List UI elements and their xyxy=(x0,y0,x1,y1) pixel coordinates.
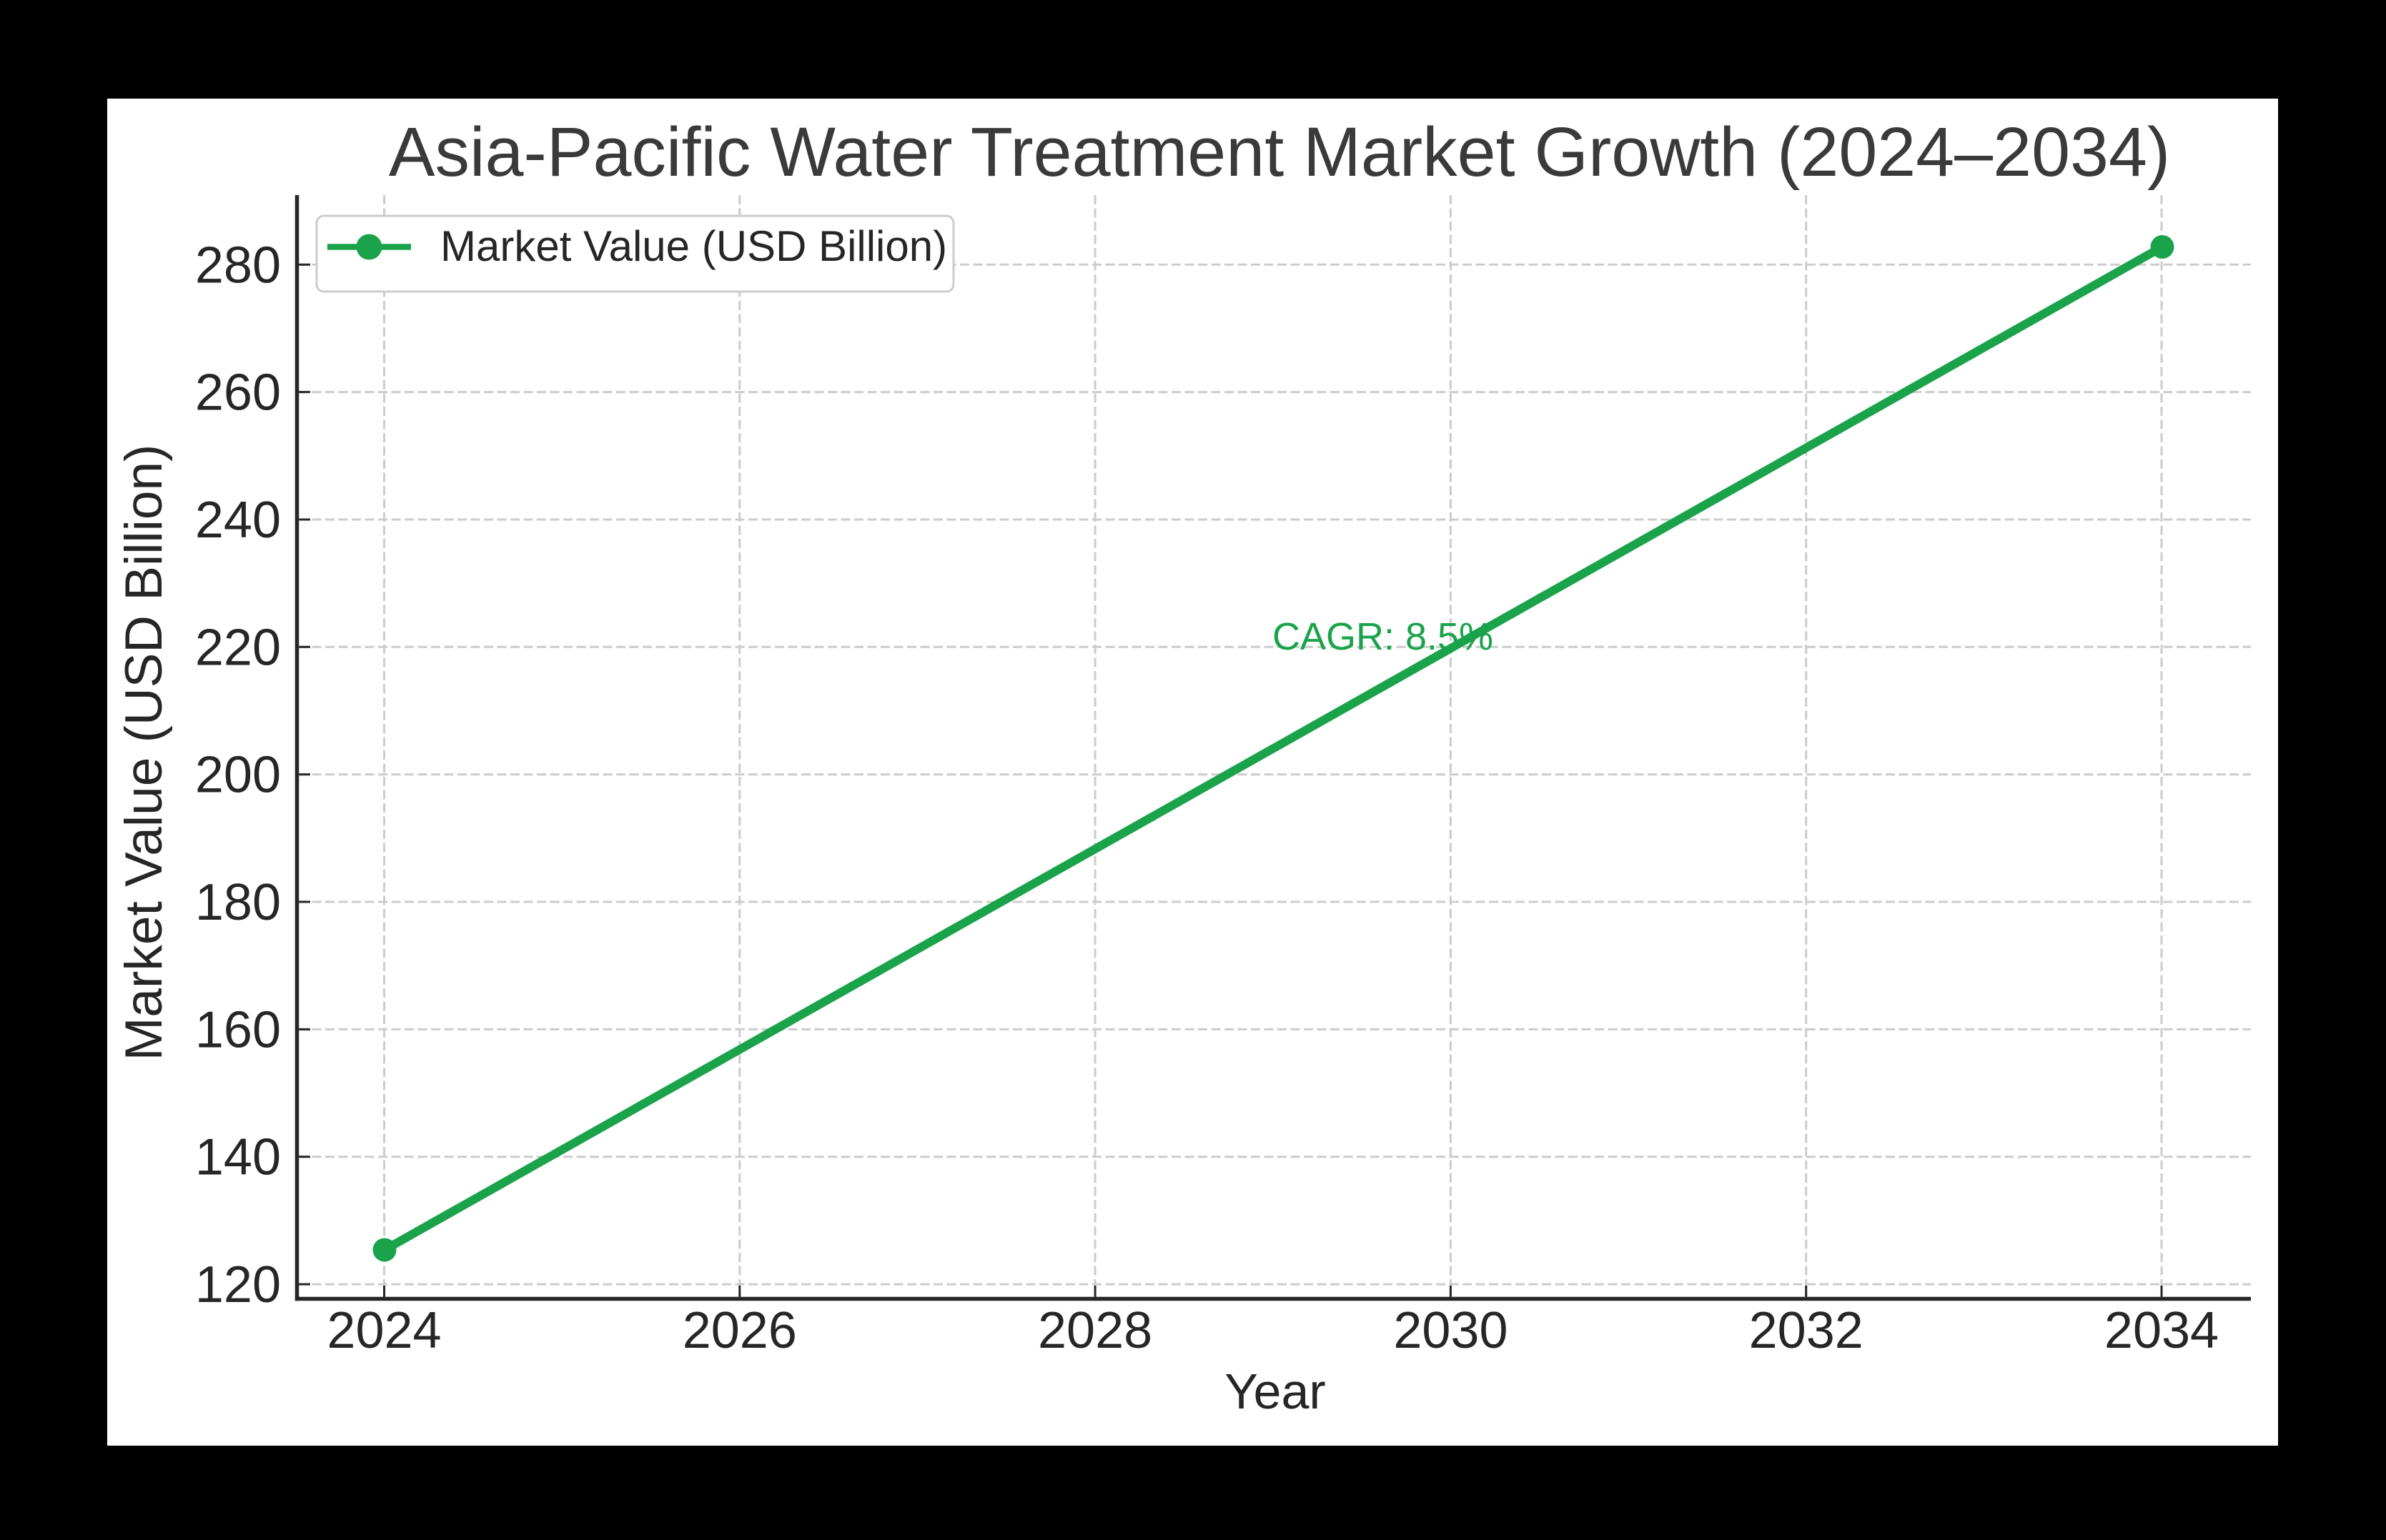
svg-text:260: 260 xyxy=(195,364,281,422)
svg-text:2032: 2032 xyxy=(1749,1302,1863,1359)
svg-text:160: 160 xyxy=(195,1001,281,1058)
svg-text:140: 140 xyxy=(195,1129,281,1186)
svg-text:Market Value (USD Billion): Market Value (USD Billion) xyxy=(115,444,173,1061)
svg-text:CAGR: 8.5%: CAGR: 8.5% xyxy=(1272,615,1493,658)
svg-text:220: 220 xyxy=(195,619,281,676)
svg-text:180: 180 xyxy=(195,874,281,931)
svg-text:200: 200 xyxy=(195,747,281,804)
svg-text:Market Value (USD Billion): Market Value (USD Billion) xyxy=(440,222,947,270)
svg-text:2030: 2030 xyxy=(1393,1302,1508,1359)
svg-text:120: 120 xyxy=(195,1256,281,1313)
svg-text:240: 240 xyxy=(195,492,281,549)
svg-text:Year: Year xyxy=(1224,1363,1325,1419)
svg-text:2034: 2034 xyxy=(2104,1302,2219,1359)
svg-text:2024: 2024 xyxy=(327,1302,441,1359)
svg-text:2026: 2026 xyxy=(683,1302,797,1359)
svg-text:Asia-Pacific Water Treatment M: Asia-Pacific Water Treatment Market Grow… xyxy=(389,113,2170,191)
svg-text:2028: 2028 xyxy=(1038,1302,1152,1359)
svg-text:280: 280 xyxy=(195,237,281,294)
